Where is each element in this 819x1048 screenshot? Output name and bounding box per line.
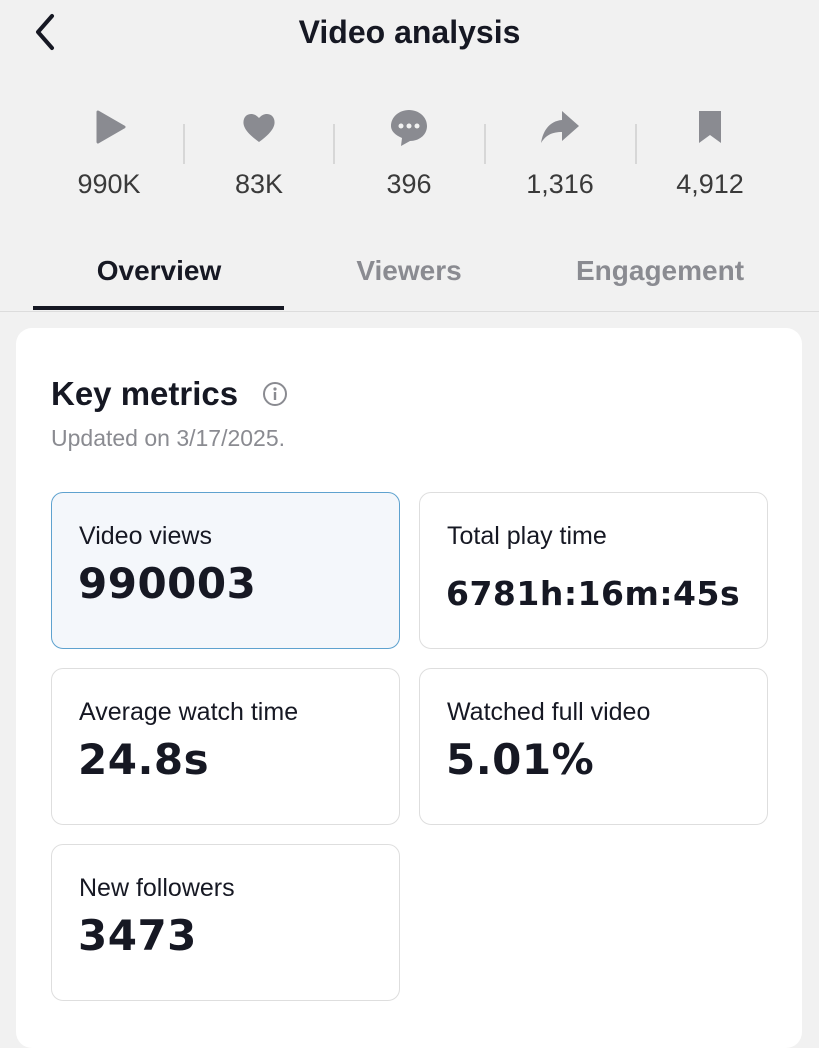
separator bbox=[183, 124, 185, 164]
views-count: 990K bbox=[77, 169, 141, 199]
saves-icon bbox=[699, 111, 721, 143]
divider bbox=[0, 311, 819, 312]
tab[interactable]: Engagement bbox=[575, 255, 745, 286]
metric-value: 24.8s bbox=[78, 735, 210, 784]
shares-count: 1,316 bbox=[526, 169, 594, 199]
metric-value: 990003 bbox=[78, 559, 257, 608]
separator bbox=[333, 124, 335, 164]
likes-icon bbox=[243, 113, 275, 142]
metric-tile[interactable]: Total play time 6781h:16m:45s bbox=[419, 492, 768, 649]
page-title: Video analysis bbox=[298, 14, 521, 50]
video-analysis-screen: Video analysis 990K 83K 396 1,316 4,912 … bbox=[0, 12, 819, 1048]
metric-value: 3473 bbox=[78, 911, 197, 960]
tab[interactable]: Overview bbox=[96, 255, 222, 286]
metric-label: Total play time bbox=[447, 522, 607, 550]
metric-tile[interactable]: Video views 990003 bbox=[51, 492, 400, 649]
metric-value: 5.01% bbox=[446, 735, 595, 784]
separator bbox=[484, 124, 486, 164]
shares-icon bbox=[541, 111, 579, 143]
info-icon[interactable] bbox=[262, 381, 288, 407]
likes-count: 83K bbox=[234, 169, 284, 199]
metric-tile[interactable]: New followers 3473 bbox=[51, 844, 400, 1001]
tab[interactable]: Viewers bbox=[356, 255, 462, 286]
metric-label: Video views bbox=[79, 522, 212, 550]
card-subtitle: Updated on 3/17/2025. bbox=[51, 425, 286, 451]
views-icon bbox=[96, 110, 126, 144]
metric-value: 6781h:16m:45s bbox=[446, 574, 741, 613]
back-button[interactable] bbox=[30, 12, 62, 52]
metric-label: Average watch time bbox=[79, 698, 299, 726]
metric-tile[interactable]: Watched full video 5.01% bbox=[419, 668, 768, 825]
metric-tile[interactable]: Average watch time 24.8s bbox=[51, 668, 400, 825]
metric-label: Watched full video bbox=[447, 698, 651, 726]
comments-icon bbox=[391, 110, 427, 146]
saves-count: 4,912 bbox=[676, 169, 744, 199]
comments-count: 396 bbox=[386, 169, 432, 199]
separator bbox=[635, 124, 637, 164]
active-tab-indicator bbox=[33, 306, 284, 310]
page: Video analysis {"header": {"title": "Vid… bbox=[0, 12, 819, 1048]
metric-label: New followers bbox=[79, 874, 235, 902]
card-title: Key metrics bbox=[51, 375, 239, 412]
